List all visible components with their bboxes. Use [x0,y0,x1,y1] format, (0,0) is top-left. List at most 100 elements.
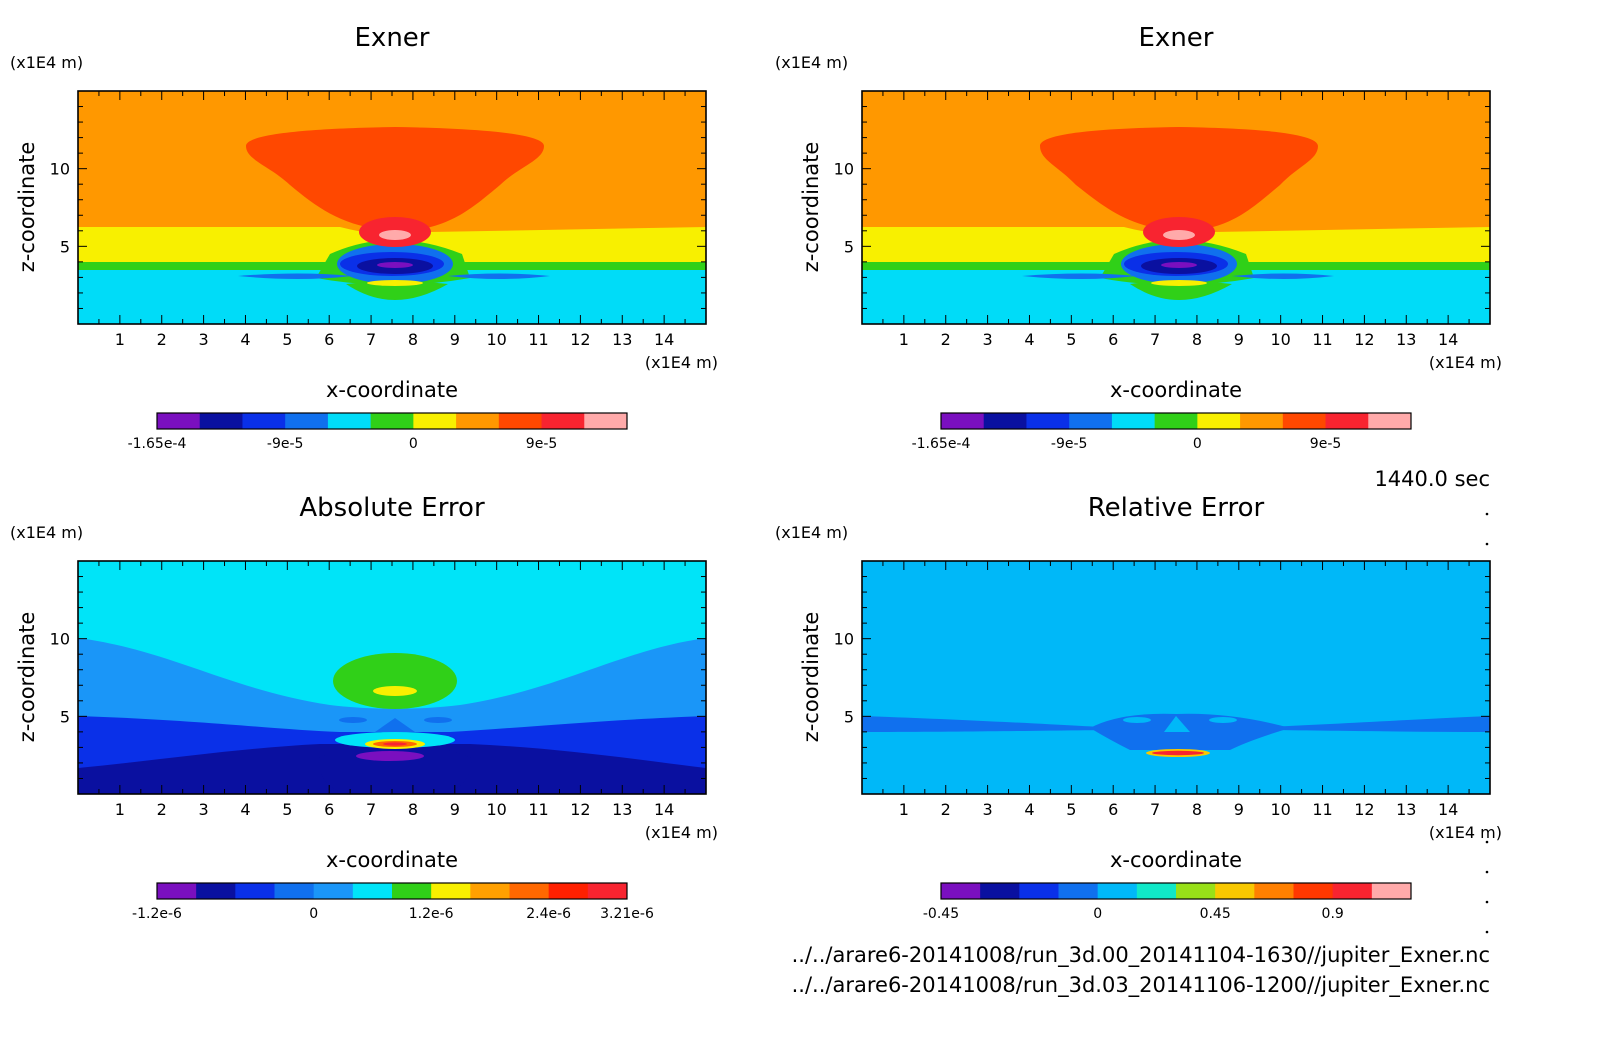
x-tick-label: 14 [654,800,674,819]
colorbar-swatch [274,883,315,899]
colorbar-swatch [980,883,1020,899]
x-tick-label: 5 [282,800,292,819]
x-tick-label: 7 [1150,800,1160,819]
x-tick-label: 3 [983,330,993,349]
y-tick-label: 5 [844,707,854,726]
chart-title: Absolute Error [299,493,485,523]
y-axis-label: z-coordinate [799,142,823,273]
colorbar-swatch [327,413,372,429]
y-tick-label: 10 [834,160,854,179]
x-tick-label: 13 [612,330,632,349]
x-tick-label: 10 [1270,800,1290,819]
x-tick-label: 9 [1234,800,1244,819]
colorbar-swatch [1293,883,1334,899]
colorbar-swatch [1282,413,1327,429]
colorbar-label: 0 [309,906,318,922]
x-tick-label: 4 [240,800,250,819]
x-tick-label: 14 [1438,800,1458,819]
x-tick-label: 1 [115,330,125,349]
x-tick-label: 12 [1354,800,1374,819]
chart-title: Exner [1139,23,1214,53]
x-tick-label: 6 [1108,800,1118,819]
y-tick-label: 10 [834,630,854,649]
colorbar-label: 0.9 [1322,906,1344,922]
colorbar-label: 0 [1093,906,1102,922]
colorbar-swatch [1332,883,1373,899]
colorbar-swatch [352,883,393,899]
exner-field-left [78,91,706,324]
x-tick-label: 11 [1312,800,1332,819]
y-unit-label: (x1E4 m) [775,53,848,72]
colorbar-swatch [1136,883,1177,899]
time-label: 1440.0 sec [1374,467,1490,491]
colorbar-swatch [456,413,500,429]
x-tick-label: 2 [157,800,167,819]
colorbar-label: -1.65e-4 [912,436,971,452]
x-tick-label: 6 [324,800,334,819]
colorbar-swatch [157,413,201,429]
colorbar-frame [940,882,1412,900]
file-path-1: ../../arare6-20141008/run_3d.00_20141104… [792,943,1490,968]
y-axis-label: z-coordinate [15,142,39,273]
colorbar-swatch [587,883,628,899]
x-tick-label: 11 [528,330,548,349]
colorbar-swatch [470,883,510,899]
x-tick-label: 1 [115,800,125,819]
x-axis-label: x-coordinate [1110,848,1242,872]
x-unit-label: (x1E4 m) [645,353,718,372]
x-tick-label: 6 [324,330,334,349]
colorbar-frame [156,882,628,900]
x-tick-label: 14 [1438,330,1458,349]
colorbar-swatch [548,883,589,899]
colorbar-swatch [370,413,414,429]
colorbar-swatch [983,413,1027,429]
x-axis-label: x-coordinate [326,848,458,872]
y-tick-label: 10 [50,160,70,179]
x-tick-label: 11 [528,800,548,819]
x-tick-label: 12 [570,330,590,349]
colorbar-label: 0.45 [1200,906,1231,922]
colorbar-label: 3.21e-6 [600,906,654,922]
colorbar-label: 2.4e-6 [526,906,571,922]
colorbar-label: 9e-5 [526,436,557,452]
colorbar-label: -9e-5 [1051,436,1088,452]
colorbar-swatch [1254,883,1294,899]
y-unit-label: (x1E4 m) [10,53,83,72]
y-unit-label: (x1E4 m) [775,523,848,542]
y-tick-label: 5 [60,237,70,256]
x-tick-label: 13 [612,800,632,819]
colorbar-swatch [392,883,432,899]
colorbar-swatch [584,413,628,429]
colorbar-label: 0 [1193,436,1202,452]
colorbar-swatch [235,883,275,899]
colorbar-label: -9e-5 [267,436,304,452]
x-tick-label: 2 [157,330,167,349]
x-tick-label: 5 [282,330,292,349]
x-tick-label: 13 [1396,800,1416,819]
colorbar-label: -1.2e-6 [132,906,182,922]
x-unit-label: (x1E4 m) [1429,823,1502,842]
x-tick-label: 4 [1024,800,1034,819]
x-tick-label: 5 [1066,330,1076,349]
x-tick-label: 7 [366,330,376,349]
colorbar-label: 9e-5 [1310,436,1341,452]
margin-dots [1485,512,1489,934]
colorbar-swatch [941,413,985,429]
colorbar-swatch [285,413,329,429]
colorbar-swatch [1154,413,1198,429]
colorbar-swatch [1069,413,1113,429]
colorbar-swatch [1026,413,1070,429]
colorbar-swatch [199,413,243,429]
x-tick-label: 3 [983,800,993,819]
x-tick-label: 2 [941,800,951,819]
x-axis-label: x-coordinate [1110,378,1242,402]
x-tick-label: 8 [408,330,418,349]
x-tick-label: 7 [1150,330,1160,349]
x-tick-label: 8 [408,800,418,819]
file-path-2: ../../arare6-20141008/run_3d.03_20141106… [792,973,1490,998]
colorbar-swatch [509,883,550,899]
relative-error-field [862,561,1490,794]
x-unit-label: (x1E4 m) [645,823,718,842]
colorbar-swatch [1197,413,1241,429]
